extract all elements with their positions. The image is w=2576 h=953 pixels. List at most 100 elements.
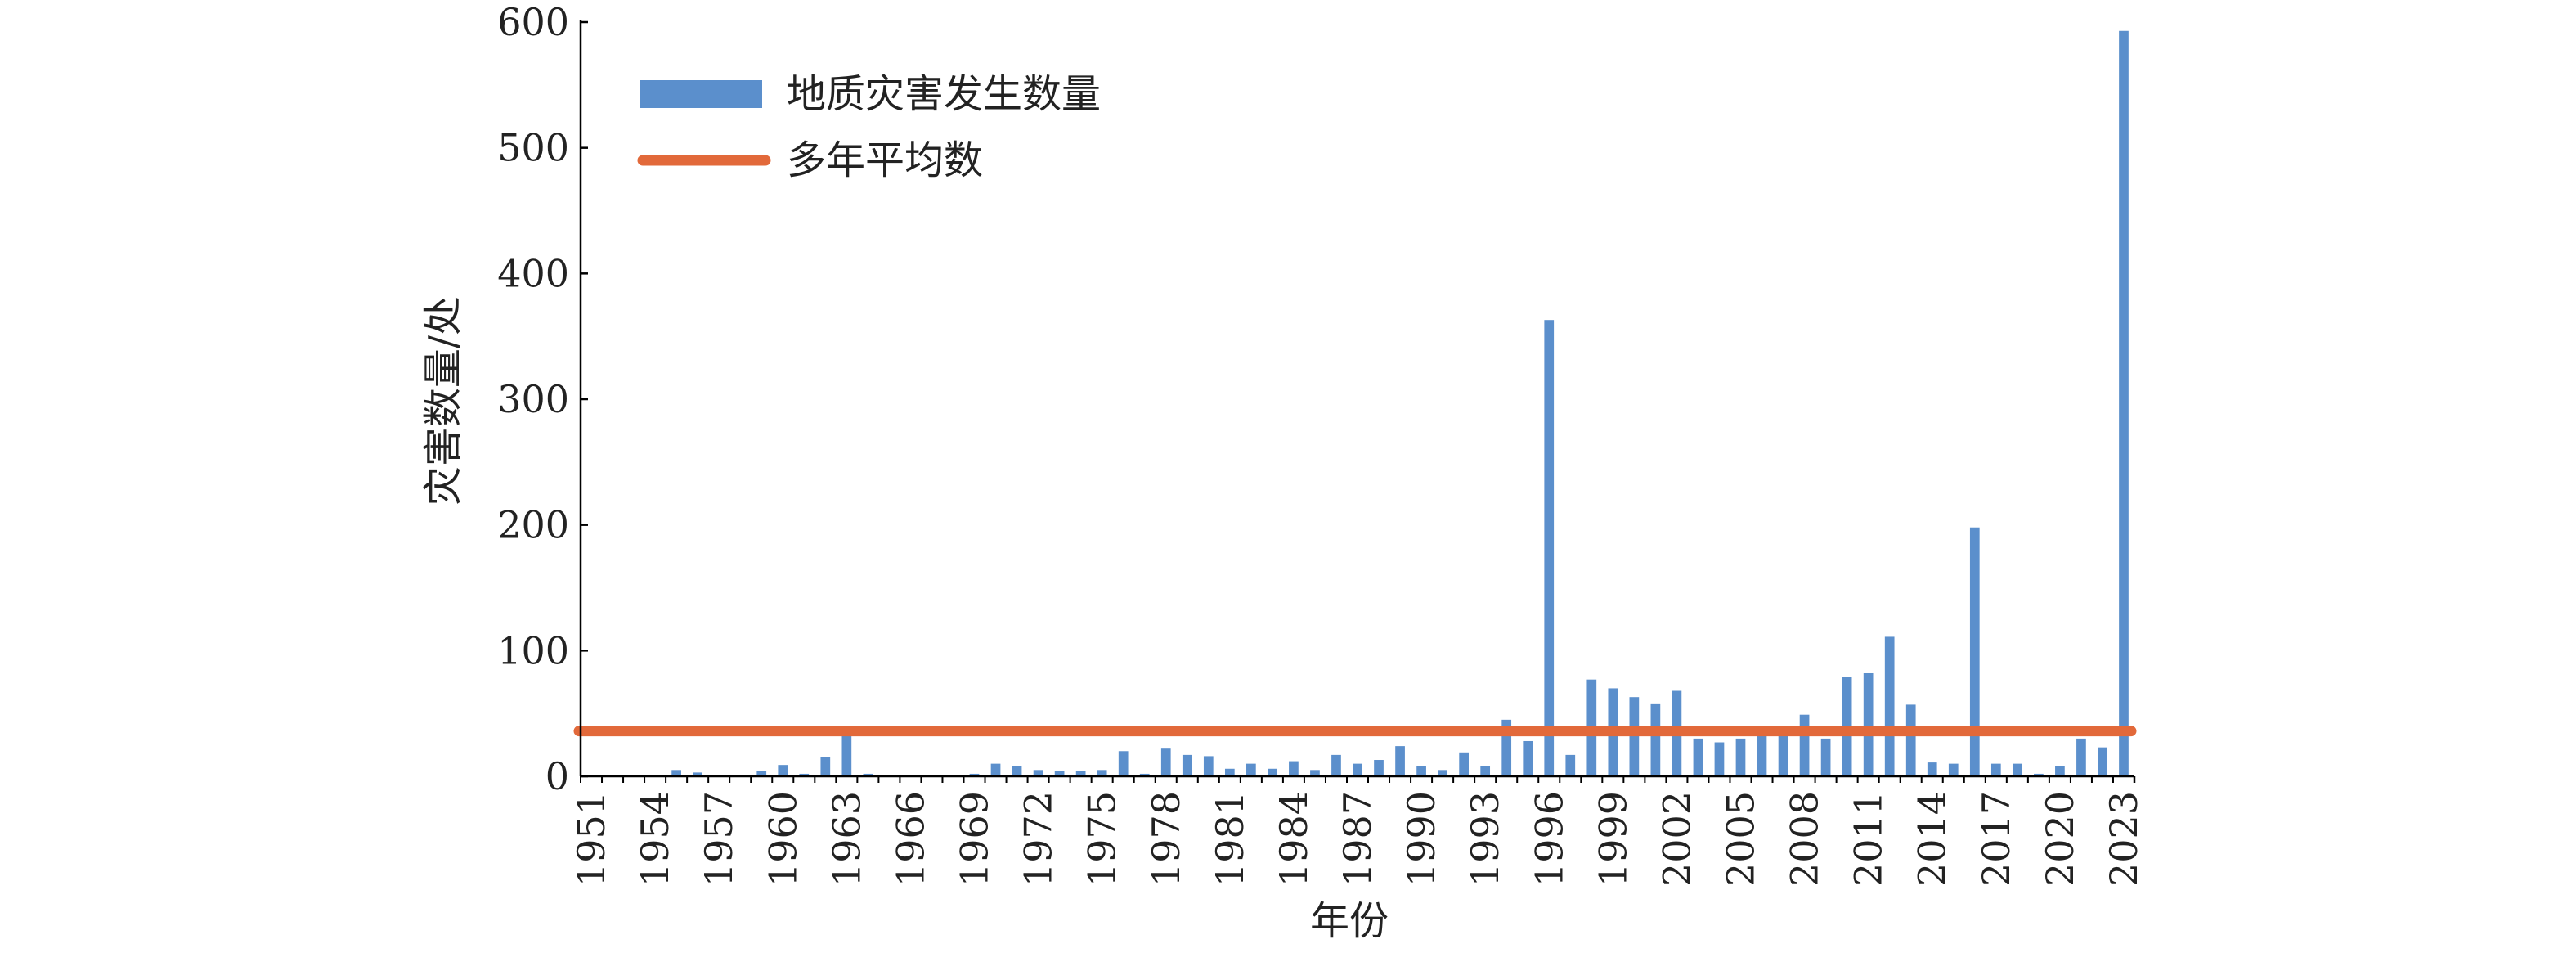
- y-tick-label-500: 500: [497, 126, 569, 170]
- y-tick-label-600: 600: [497, 0, 569, 44]
- bar-1973: [1054, 771, 1065, 776]
- x-tick-label-2008: 2008: [1783, 791, 1827, 887]
- bar-1961: [799, 773, 810, 776]
- bar-1990: [1416, 766, 1426, 776]
- y-tick-label-400: 400: [497, 251, 569, 295]
- x-tick-label-2023: 2023: [2102, 791, 2146, 887]
- bar-1989: [1395, 746, 1405, 776]
- bar-1956: [693, 772, 702, 776]
- bar-2017: [1990, 763, 2001, 776]
- bar-1962: [820, 757, 831, 776]
- bar-1980: [1203, 756, 1214, 776]
- bar-2009: [1820, 738, 1831, 776]
- x-tick-label-2014: 2014: [1910, 791, 1954, 887]
- y-tick-label-200: 200: [497, 503, 569, 547]
- legend-label-average: 多年平均数: [787, 137, 983, 183]
- x-tick-label-1984: 1984: [1272, 791, 1316, 887]
- x-tick-label-1969: 1969: [953, 791, 997, 887]
- x-tick-label-1978: 1978: [1144, 791, 1188, 887]
- x-tick-label-1990: 1990: [1399, 791, 1443, 887]
- bar-1991: [1438, 770, 1447, 776]
- y-ticks: 0 100 200 300 400 500 600: [497, 0, 588, 798]
- bar-1997: [1565, 754, 1576, 776]
- bar-2007: [1778, 726, 1788, 776]
- bar-1985: [1310, 770, 1320, 776]
- bar-2023: [2119, 30, 2129, 776]
- bar-1979: [1182, 754, 1192, 776]
- bar-2021: [2076, 738, 2086, 776]
- bar-1995: [1523, 740, 1533, 776]
- bar-1987: [1353, 763, 1362, 776]
- bar-2019: [2034, 773, 2044, 776]
- bar-1984: [1289, 761, 1299, 776]
- axes: [579, 20, 2136, 783]
- bar-1996: [1544, 320, 1555, 776]
- x-axis-label: 年份: [1310, 898, 1389, 944]
- bar-1982: [1246, 763, 1256, 776]
- bar-1992: [1459, 752, 1469, 776]
- bar-2016: [1969, 527, 1980, 776]
- bar-1959: [756, 771, 767, 776]
- bar-1969: [969, 773, 980, 776]
- bar-1970: [990, 763, 1001, 776]
- x-tick-label-1993: 1993: [1463, 791, 1507, 887]
- bar-2004: [1714, 742, 1725, 776]
- legend-swatch-bars: [640, 80, 762, 108]
- y-axis-label: 灾害数量/处: [420, 296, 466, 506]
- bar-1994: [1501, 719, 1512, 776]
- x-tick-label-1981: 1981: [1208, 791, 1252, 887]
- bar-1975: [1097, 770, 1107, 776]
- bar-2000: [1629, 697, 1640, 776]
- x-tick-label-1951: 1951: [569, 791, 613, 887]
- x-ticks: 1951 1954 1957 1960 1963 1966 1969 1972 1975 1978…: [569, 776, 2146, 887]
- y-tick-label-0: 0: [545, 754, 569, 798]
- bar-2011: [1863, 672, 1874, 776]
- x-tick-label-1957: 1957: [697, 791, 741, 887]
- x-tick-label-2020: 2020: [2038, 791, 2082, 887]
- bar-2001: [1650, 703, 1661, 776]
- x-tick-label-2005: 2005: [1718, 791, 1762, 887]
- bar-2020: [2055, 766, 2065, 776]
- bar-1977: [1139, 773, 1150, 776]
- y-tick-label-300: 300: [497, 377, 569, 421]
- x-tick-label-1987: 1987: [1335, 791, 1380, 887]
- x-tick-label-2017: 2017: [1974, 791, 2018, 887]
- y-tick-label-100: 100: [497, 628, 569, 672]
- x-tick-label-1999: 1999: [1591, 791, 1635, 887]
- bar-2022: [2098, 747, 2107, 776]
- bar-1972: [1033, 770, 1043, 776]
- bar-2018: [2012, 763, 2022, 776]
- bars: [629, 30, 2129, 776]
- bar-2013: [1905, 704, 1916, 776]
- bar-2005: [1735, 738, 1746, 776]
- x-tick-label-1972: 1972: [1016, 791, 1061, 887]
- legend-label-bars: 地质灾害发生数量: [787, 71, 1101, 117]
- bar-1981: [1224, 768, 1235, 776]
- x-tick-label-1963: 1963: [824, 791, 868, 887]
- bar-1955: [671, 770, 681, 776]
- bar-1974: [1075, 771, 1086, 776]
- bar-1971: [1012, 766, 1022, 776]
- bar-2015: [1948, 763, 1959, 776]
- bar-1976: [1118, 751, 1129, 776]
- bar-2014: [1927, 762, 1937, 776]
- bar-1983: [1268, 768, 1277, 776]
- bar-1963: [841, 735, 852, 776]
- x-tick-label-1966: 1966: [888, 791, 932, 887]
- bar-2008: [1799, 714, 1810, 776]
- x-tick-label-2011: 2011: [1847, 791, 1891, 887]
- bar-1960: [778, 765, 788, 776]
- bar-2006: [1757, 732, 1767, 776]
- bar-1978: [1160, 748, 1171, 776]
- x-tick-label-1996: 1996: [1527, 791, 1571, 887]
- x-tick-label-1954: 1954: [633, 791, 677, 887]
- bar-2012: [1884, 636, 1895, 776]
- bar-1986: [1331, 754, 1341, 776]
- bar-1988: [1374, 760, 1384, 776]
- x-tick-label-1960: 1960: [761, 791, 805, 887]
- bar-1964: [863, 773, 873, 776]
- bar-2003: [1693, 738, 1703, 776]
- bar-1993: [1480, 766, 1491, 776]
